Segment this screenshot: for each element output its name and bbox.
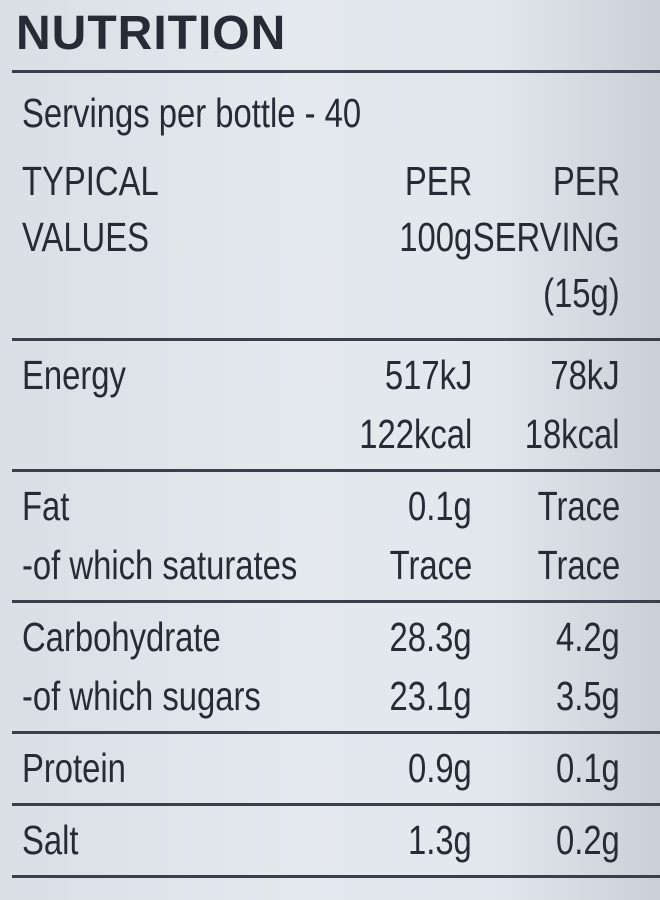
nutrient-label: -of which sugars: [22, 673, 261, 719]
separator: [12, 338, 660, 341]
value-per-100g: 28.3g: [389, 614, 472, 660]
header-per-serving: SERVING: [472, 214, 620, 260]
value-per-100g: 0.1g: [408, 483, 472, 529]
nutrient-label: Carbohydrate: [22, 614, 221, 660]
header-per-serving: (15g): [543, 270, 620, 316]
value-per-serving: 4.2g: [556, 614, 620, 660]
nutrient-label: Fat: [22, 483, 70, 529]
nutrient-label: Protein: [22, 745, 126, 791]
value-per-100g: 23.1g: [389, 673, 472, 719]
value-per-serving: 3.5g: [556, 673, 620, 719]
value-per-serving: 78kJ: [550, 352, 620, 398]
separator: [12, 875, 660, 878]
value-per-100g: 517kJ: [384, 352, 472, 398]
value-per-serving: 0.1g: [556, 745, 620, 791]
header-per-100g: PER: [404, 158, 472, 204]
nutrient-label: Salt: [22, 817, 79, 863]
value-per-100g: 1.3g: [408, 817, 472, 863]
header-per-serving: PER: [552, 158, 620, 204]
header-label: TYPICAL: [22, 158, 159, 204]
separator: [12, 731, 660, 734]
value-per-100g: Trace: [389, 542, 472, 588]
value-per-serving: 18kcal: [525, 411, 620, 457]
separator: [12, 803, 660, 806]
separator: [12, 70, 660, 73]
separator: [12, 600, 660, 603]
value-per-100g: 0.9g: [408, 745, 472, 791]
nutrient-label: Energy: [22, 352, 126, 398]
value-per-serving: 0.2g: [556, 817, 620, 863]
header-per-100g: 100g: [399, 214, 472, 260]
value-per-100g: 122kcal: [358, 411, 472, 457]
servings: Servings per bottle - 40: [22, 90, 362, 136]
nutrient-label: -of which saturates: [22, 542, 298, 588]
title: NUTRITION: [16, 7, 287, 60]
value-per-serving: Trace: [537, 483, 620, 529]
header-label: VALUES: [22, 214, 150, 260]
value-per-serving: Trace: [537, 542, 620, 588]
separator: [12, 469, 660, 472]
